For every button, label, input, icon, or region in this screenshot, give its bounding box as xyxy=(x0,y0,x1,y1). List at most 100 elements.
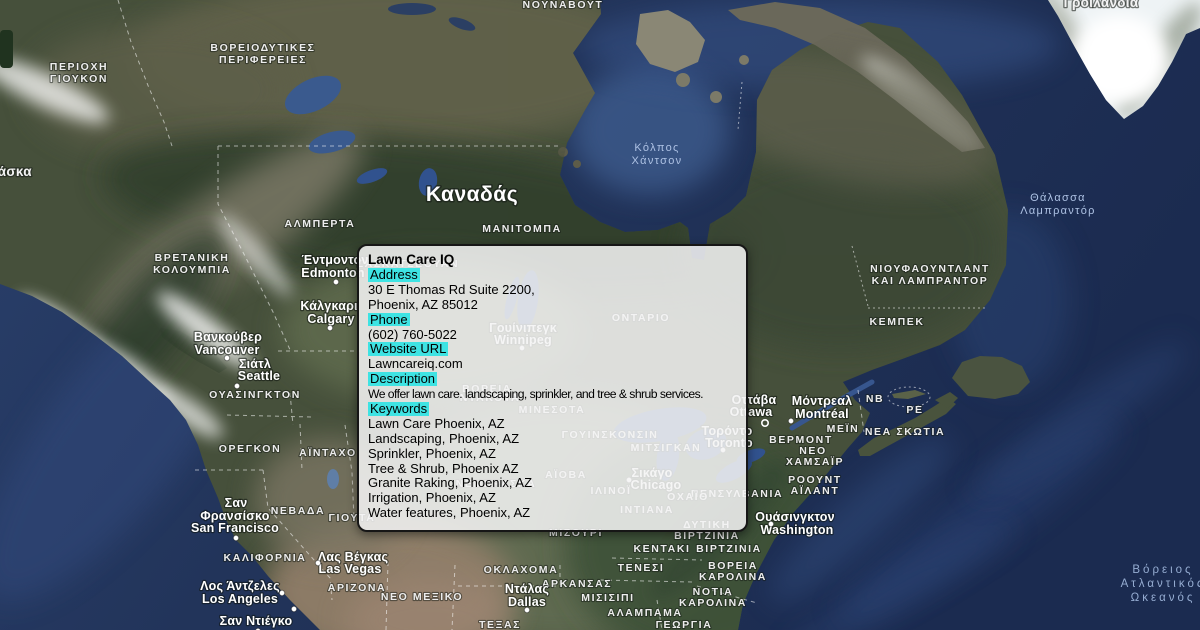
map-label: Γροιλανδία xyxy=(1064,0,1139,10)
map-label: Calgary xyxy=(307,312,354,326)
map-label: Λος Άντζελες xyxy=(200,579,280,593)
map-label: ΚΑΙ ΛΑΜΠΡΑΝΤΟΡ xyxy=(872,275,989,287)
borders-layer xyxy=(117,0,985,630)
capital-marker xyxy=(760,418,769,427)
field-label-website: Website URL xyxy=(368,341,449,357)
map-label: ΚΑΡΟΛΙΝΑ xyxy=(699,571,767,583)
map-label: ΝΟΥΝΑΒΟΥΤ xyxy=(523,0,604,11)
map-label: Κάλγκαρι xyxy=(300,299,358,313)
keyword-line: Lawn Care Phoenix, AZ xyxy=(368,415,505,431)
map-label: ΒΕΡΜΟΝΤ xyxy=(769,434,833,446)
map-label: Vancouver xyxy=(194,343,259,357)
map-label: Washington xyxy=(760,523,833,537)
map-label: ΡΟΟΥΝΤ xyxy=(788,474,842,486)
keyword-line: Sprinkler, Phoenix, AZ xyxy=(368,445,496,461)
city-marker xyxy=(233,382,241,390)
map-label: Καναδάς xyxy=(426,183,518,206)
map-label: ΜΙΣΙΣΙΠΙ xyxy=(581,592,634,604)
map-label: ΟΚΛΑΧΟΜΑ xyxy=(484,564,559,576)
map-label: Φρανσίσκο xyxy=(200,509,269,523)
city-marker xyxy=(314,559,322,567)
map-label: ΚΕΜΠΕΚ xyxy=(869,316,924,328)
map-label: ΤΕΝΕΣΙ xyxy=(618,562,665,574)
map-label: ΑΛΜΠΕΡΤΑ xyxy=(285,218,356,230)
city-marker xyxy=(232,534,240,542)
keyword-line: Irrigation, Phoenix, AZ xyxy=(368,490,496,506)
map-label: Los Angeles xyxy=(202,592,278,606)
map-label: Λαμπραντόρ xyxy=(1020,205,1095,217)
business-name: Lawn Care IQ xyxy=(368,252,455,267)
map-label: Θάλασσα xyxy=(1030,192,1086,204)
map-label: ΒΟΡΕΙΟΔΥΤΙΚΕΣ xyxy=(210,42,315,54)
map-label: Αλάσκα xyxy=(0,164,32,179)
map-label: ΟΥΑΣΙΝΓΚΤΟΝ xyxy=(209,389,301,401)
city-marker xyxy=(326,324,334,332)
city-marker xyxy=(223,354,231,362)
map-label: ΓΙΟΥΚΟΝ xyxy=(50,73,108,85)
city-marker xyxy=(332,278,340,286)
keyword-line: Landscaping, Phoenix, AZ xyxy=(368,430,520,446)
address-line: 30 E Thomas Rd Suite 2200, xyxy=(368,281,535,297)
map-label: PE xyxy=(906,404,923,416)
city-marker xyxy=(290,605,298,613)
map-label: ΒΙΡΤΖΙΝΙΑ xyxy=(674,530,740,542)
description-value: We offer lawn care. landscaping, sprinkl… xyxy=(368,387,704,402)
map-label: Ωκεανός xyxy=(1131,592,1196,604)
website-value: Lawncareiq.com xyxy=(368,356,463,372)
keyword-line: Water features, Phoenix, AZ xyxy=(368,505,531,521)
city-marker xyxy=(787,417,795,425)
map-label: ΑΡΙΖΟΝΑ xyxy=(328,582,386,594)
map-label: ΑΪΝΤΑΧΟ xyxy=(299,446,357,459)
field-label-keywords: Keywords xyxy=(368,401,430,417)
field-label-address: Address xyxy=(368,267,420,282)
address-line: Phoenix, AZ 85012 xyxy=(368,296,478,312)
map-label: ΜΑΝΙΤΟΜΠΑ xyxy=(482,223,562,235)
map-label: ΝΕΒΑΔΑ xyxy=(271,505,325,517)
map-label: ΝΙΟΥΦΑΟΥΝΤΛΑΝΤ xyxy=(870,263,990,275)
map-label: Βανκούβερ xyxy=(194,330,262,344)
map-label: Σαν xyxy=(225,496,248,510)
map-label: ΒΟΡΕΙΑ xyxy=(708,560,758,572)
field-label-description: Description xyxy=(368,371,438,387)
info-card: Lawn Care IQ Address 30 E Thomas Rd Suit… xyxy=(357,244,748,532)
map-label: Βόρειος xyxy=(1132,564,1193,576)
map-label: Έντμοντον xyxy=(301,253,368,267)
map-label: Σαν Ντιέγκο xyxy=(220,614,293,628)
map-label: ΝΕΟ xyxy=(799,445,827,457)
map-label: ΚΕΝΤΑΚΙ xyxy=(633,543,690,555)
map-label: Ουάσινγκτον xyxy=(755,510,835,524)
map-label: Σιάτλ xyxy=(239,357,271,371)
map-label: ΒΙΡΤΖΙΝΙΑ xyxy=(696,543,762,555)
map-label: Dallas xyxy=(508,595,546,609)
map-label: Ντάλας xyxy=(505,582,549,596)
map-label: ΝΕΟ ΜΕΞΙΚΟ xyxy=(381,591,463,603)
map-label: ΚΑΛΙΦΟΡΝΙΑ xyxy=(224,552,307,564)
map-label: ΝΕΑ ΣΚΩΤΙΑ xyxy=(865,426,945,438)
map-label: ΟΡΕΓΚΟΝ xyxy=(219,443,282,455)
map-label: Las Vegas xyxy=(319,562,382,576)
map-label: Seattle xyxy=(238,369,280,383)
map-label: ΤΕΞΑΣ xyxy=(479,619,521,630)
map-label: San Francisco xyxy=(191,521,279,535)
map-label: ΧΑΜΣΑΪΡ xyxy=(786,455,844,468)
map-label: Κόλπος xyxy=(634,142,679,154)
map-label: Λας Βέγκας xyxy=(318,550,388,564)
map-label: Μόντρεαλ xyxy=(792,394,852,408)
field-label-phone: Phone xyxy=(368,311,410,327)
city-marker xyxy=(767,520,775,528)
phone-value: (602) 760-5022 xyxy=(368,326,457,342)
map-label: ΚΑΡΟΛΙΝΑ xyxy=(679,597,747,609)
map-label: ΓΕΩΡΓΙΑ xyxy=(656,619,713,630)
city-marker xyxy=(278,589,286,597)
map-label: ΝΟΤΙΑ xyxy=(693,586,734,598)
map-label: Χάντσον xyxy=(632,155,683,167)
map-label: Edmonton xyxy=(301,266,364,280)
map-label: ΑΡΚΑΝΣΑΣ xyxy=(542,578,612,590)
keyword-line: Tree & Shrub, Phoenix AZ xyxy=(368,460,519,476)
map-label: ΚΟΛΟΥΜΠΙΑ xyxy=(153,264,231,276)
keyword-line: Granite Raking, Phoenix, AZ xyxy=(368,475,533,491)
map-label: ΑΪΛΑΝΤ xyxy=(791,484,840,497)
map-label: NB xyxy=(866,393,884,405)
map-label: ΠΕΡΙΦΕΡΕΙΕΣ xyxy=(219,54,307,66)
